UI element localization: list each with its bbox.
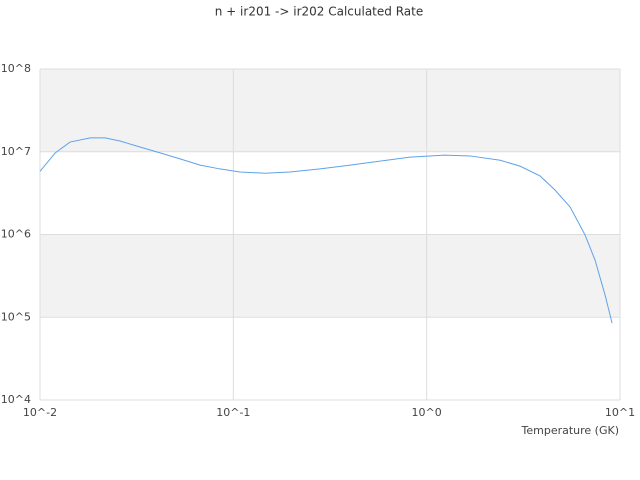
chart-title: n + ir201 -> ir202 Calculated Rate (215, 5, 423, 19)
x-tick-label: 10^1 (605, 406, 635, 419)
y-tick-label: 10^4 (1, 393, 31, 406)
data-line (39, 137, 613, 324)
y-tick-label: 10^6 (1, 228, 31, 241)
x-axis-title: Temperature (GK) (521, 424, 620, 437)
y-tick-label: 10^8 (1, 62, 31, 75)
x-tick-label: 10^-1 (216, 406, 250, 419)
grid-band (40, 234, 620, 318)
x-tick-label: 10^0 (412, 406, 442, 419)
y-tick-label: 10^7 (1, 145, 31, 158)
x-tick-label: 10^-2 (23, 406, 57, 419)
grid-band (40, 69, 620, 152)
y-tick-label: 10^5 (1, 310, 31, 323)
